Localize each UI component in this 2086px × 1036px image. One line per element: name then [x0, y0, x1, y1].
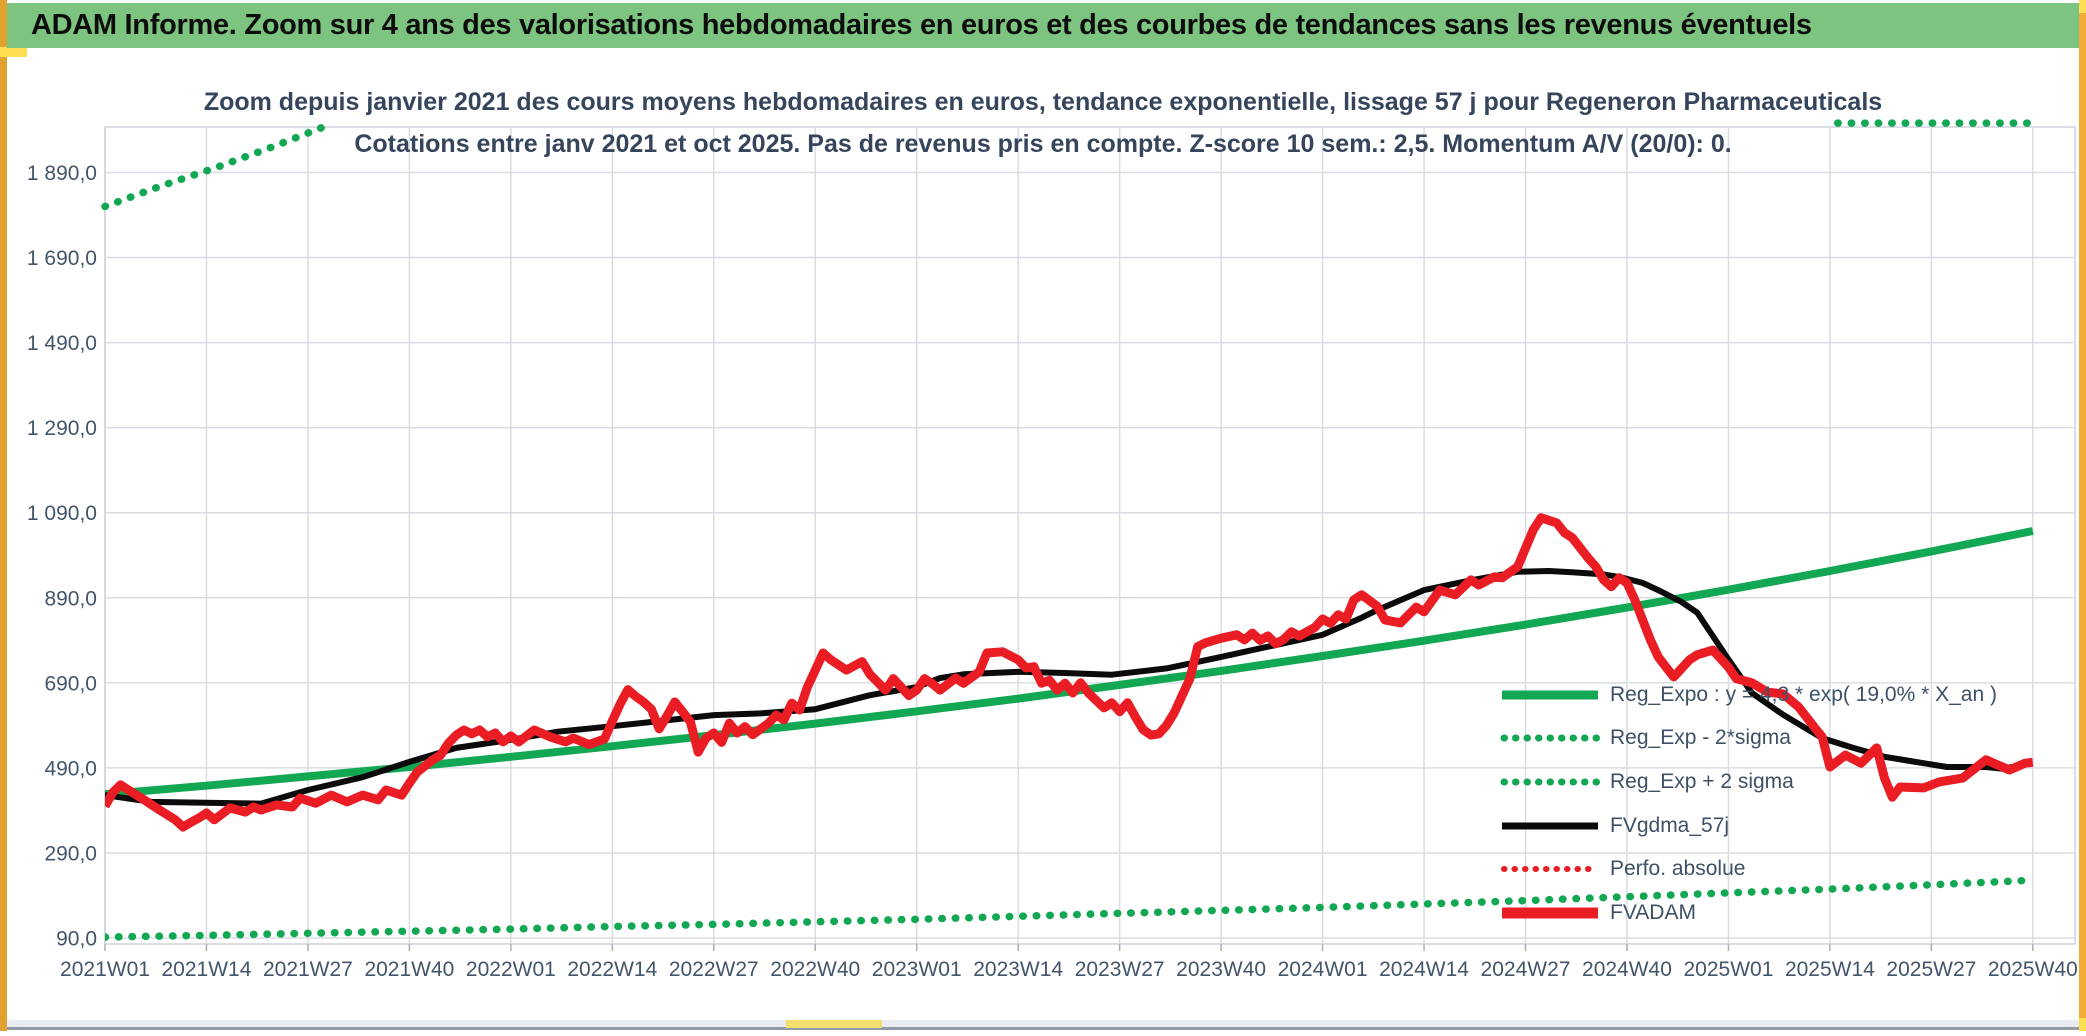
x-tick-label: 2023W40 [1176, 958, 1266, 981]
x-tick-label: 2021W01 [60, 958, 150, 981]
plot-border [104, 126, 2076, 945]
legend-label: FVgdma_57j [1610, 813, 1730, 837]
window-title: ADAM Informe. Zoom sur 4 ans des valoris… [31, 9, 1812, 41]
legend-label: Reg_Exp - 2*sigma [1610, 726, 1791, 750]
x-tick-label: 2021W27 [263, 958, 353, 981]
y-tick-label: 690,0 [44, 672, 97, 695]
legend-item-reg-exp-minus-2sigma: Reg_Exp - 2*sigma [1500, 717, 1997, 761]
legend-item-fvadam: FVADAM [1500, 891, 1997, 935]
x-tick-label: 2022W01 [466, 958, 556, 981]
bottom-bar-yellow-segment [786, 1020, 882, 1028]
x-tick-label: 2024W40 [1582, 958, 1672, 981]
legend-item-reg-exp-plus-2sigma: Reg_Exp + 2 sigma [1500, 760, 1997, 804]
chart-legend: Reg_Expo : y = 4,3 * exp( 19,0% * X_an )… [1500, 673, 1997, 935]
x-tick-label: 2025W40 [1988, 958, 2078, 981]
legend-item-fvgdma: FVgdma_57j [1500, 804, 1997, 848]
x-axis-labels: 2021W01 2021W14 2021W27 2021W40 2022W01 2022W… [60, 958, 2078, 981]
x-tick-label: 2023W27 [1075, 958, 1165, 981]
data-series-overflow [101, 119, 2037, 211]
legend-item-reg-expo: Reg_Expo : y = 4,3 * exp( 19,0% * X_an ) [1500, 673, 1997, 717]
x-tick-label: 2021W40 [364, 958, 454, 981]
legend-label: FVADAM [1610, 900, 1696, 924]
axis-ticks [104, 944, 2034, 951]
x-tick-label: 2022W14 [567, 958, 657, 981]
window-edge-right [2079, 0, 2086, 1031]
yellow-corner-top-right [2079, 0, 2086, 13]
x-tick-label: 2025W14 [1785, 958, 1875, 981]
x-tick-label: 2023W14 [973, 958, 1063, 981]
chart-title-line2: Cotations entre janv 2021 et oct 2025. P… [354, 130, 1731, 158]
yellow-corner-bottom-right [2079, 1018, 2086, 1031]
legend-swatch-red-dotted-icon [1501, 866, 1600, 873]
legend-swatch-green-dotted-icon [1500, 734, 1600, 742]
data-series [105, 513, 2037, 941]
x-tick-label: 2022W27 [669, 958, 759, 981]
chart-title-line1: Zoom depuis janvier 2021 des cours moyen… [204, 88, 1882, 116]
y-tick-label: 890,0 [44, 587, 97, 610]
legend-swatch-black-solid-icon [1502, 822, 1598, 830]
legend-swatch-red-thick-icon [1502, 907, 1598, 919]
series-fvadam [105, 513, 2034, 832]
x-tick-label: 2025W27 [1886, 958, 1976, 981]
window-title-bar: ADAM Informe. Zoom sur 4 ans des valoris… [7, 3, 2079, 48]
y-tick-label: 90,0 [56, 928, 97, 951]
bottom-bar [7, 1020, 2079, 1030]
window-edge-left [0, 0, 7, 1031]
y-tick-label: 1 890,0 [27, 162, 97, 185]
gridlines [104, 127, 2075, 944]
series-reg-exp-2-sigma [105, 876, 2037, 941]
legend-item-perfo-absolue: Perfo. absolue [1500, 847, 1997, 891]
x-tick-label: 2022W40 [770, 958, 860, 981]
x-tick-label: 2025W01 [1683, 958, 1773, 981]
legend-label: Reg_Expo : y = 4,3 * exp( 19,0% * X_an ) [1610, 682, 1997, 706]
y-tick-label: 1 090,0 [27, 502, 97, 525]
x-tick-label: 2021W14 [162, 958, 252, 981]
legend-label: Reg_Exp + 2 sigma [1610, 769, 1794, 793]
x-tick-label: 2024W01 [1278, 958, 1368, 981]
y-tick-label: 1 290,0 [27, 417, 97, 440]
legend-swatch-green-dotted-icon [1500, 778, 1600, 786]
y-tick-label: 290,0 [44, 842, 97, 865]
y-axis-labels: 1 890,0 1 690,0 1 490,0 1 290,0 1 090,0 890,0… [27, 162, 97, 951]
yellow-corner-top-left [0, 47, 27, 57]
legend-label: Perfo. absolue [1610, 857, 1746, 881]
y-tick-label: 490,0 [44, 757, 97, 780]
x-tick-label: 2024W27 [1481, 958, 1571, 981]
y-tick-label: 1 690,0 [27, 247, 97, 270]
series-reg-exp-2-sigma-left-segment- [101, 123, 328, 211]
y-tick-label: 1 490,0 [27, 332, 97, 355]
legend-swatch-green-solid-icon [1502, 690, 1598, 700]
x-tick-label: 2023W01 [872, 958, 962, 981]
x-tick-label: 2024W14 [1379, 958, 1469, 981]
